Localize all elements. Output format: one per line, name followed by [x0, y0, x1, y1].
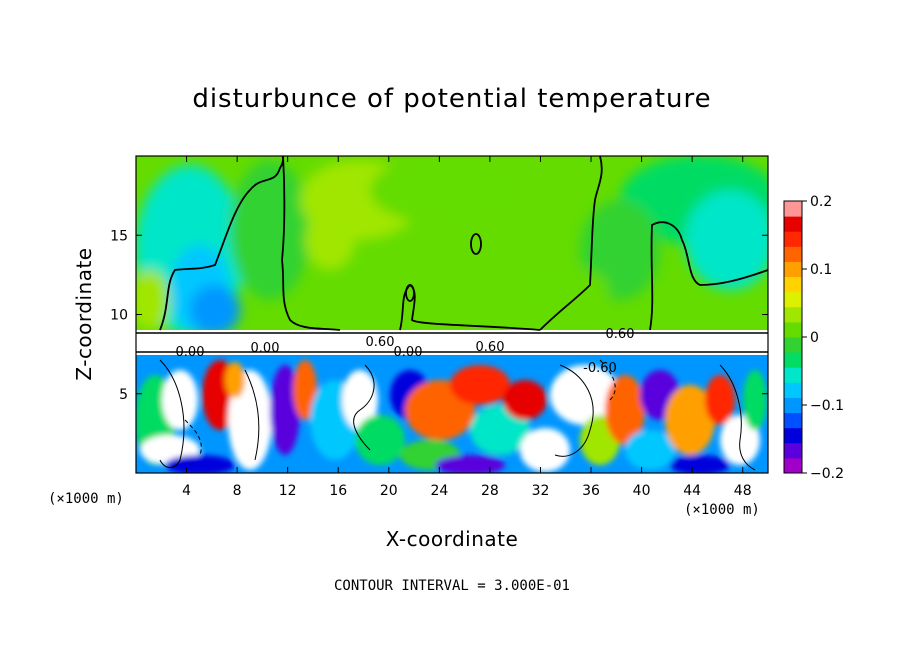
colorbar-tick-label: 0.1: [810, 262, 832, 278]
colorbar-tick-label: −0.1: [810, 398, 844, 414]
contour-label: 0.60: [476, 340, 505, 355]
x-tick-label: 24: [430, 483, 448, 499]
colorbar-swatch: [784, 397, 802, 414]
colorbar-swatch: [784, 367, 802, 383]
contour-label: 0.00: [394, 345, 423, 360]
colorbar-swatch: [784, 382, 802, 398]
colorbar-swatch: [784, 291, 802, 308]
contour-labels: 0.00 0.600.600.600.000.00-0.60: [176, 327, 635, 376]
colorbar-tick-label: 0.2: [810, 194, 832, 210]
contour-label: -0.60: [583, 361, 617, 376]
inversion-band: [136, 330, 768, 355]
colorbar-ticks: 0.2 0.1 0 −0.1 −0.2: [802, 194, 844, 482]
y-tick-label: 10: [110, 308, 128, 324]
colorbar-swatch: [784, 246, 802, 262]
x-tick-label: 20: [380, 483, 398, 499]
plot-area: [136, 156, 768, 473]
x-tick-label: 44: [683, 483, 701, 499]
contour-lines-lower: [159, 359, 756, 471]
contour-label: 0.60: [366, 335, 395, 350]
x-tick-label: 12: [279, 483, 297, 499]
colorbar-swatch: [784, 261, 802, 278]
colorbar-swatch: [784, 321, 802, 338]
colorbar-swatch: [784, 231, 802, 247]
lower-layer-structures: [136, 360, 767, 473]
x-tick-label: 28: [481, 483, 499, 499]
x-tick-label: 48: [734, 483, 752, 499]
colorbar-swatch: [784, 442, 802, 459]
colorbar-tick-label: 0: [810, 330, 819, 346]
x-unit-label: (×1000 m): [48, 491, 124, 507]
colorbar-swatch: [784, 352, 802, 368]
z-unit-label: (×1000 m): [684, 502, 760, 518]
y-tick-label: 15: [110, 228, 128, 244]
colorbar-swatch: [784, 427, 802, 444]
x-tick-label: 32: [532, 483, 550, 499]
y-tick-label: 5: [119, 387, 128, 403]
x-tick-label: 4: [182, 483, 191, 499]
x-tick-label: 16: [329, 483, 347, 499]
contour-label: 0.60: [606, 327, 635, 342]
contour-interval-text: CONTOUR INTERVAL = 3.000E-01: [333, 578, 570, 594]
contour-lines: [159, 156, 768, 331]
colorbar-swatch: [784, 201, 802, 217]
colorbar-swatch: [784, 216, 802, 232]
contour-label: 0.00: [176, 345, 205, 360]
x-tick-label: 8: [233, 483, 242, 499]
y-axis-label: Z-coordinate: [72, 247, 96, 381]
x-tick-label: 36: [582, 483, 600, 499]
contour-label: 0.00: [251, 341, 280, 356]
x-axis-label: X-coordinate: [385, 527, 519, 551]
y-axis: 5 10 15: [110, 228, 768, 403]
chart-title: disturbunce of potential temperature: [192, 84, 712, 114]
colorbar-swatch: [784, 457, 802, 474]
x-tick-label: 40: [633, 483, 651, 499]
colorbar-swatch: [784, 306, 802, 323]
colorbar-swatch: [784, 337, 802, 353]
colorbar: [784, 201, 802, 474]
colorbar-swatch: [784, 412, 802, 429]
x-axis: 4 8 12 16 20 24 28 32 36 40 44 48: [182, 156, 752, 499]
colorbar-tick-label: −0.2: [810, 466, 844, 482]
upper-layer-variations: [136, 156, 768, 335]
colorbar-swatch: [784, 276, 802, 293]
